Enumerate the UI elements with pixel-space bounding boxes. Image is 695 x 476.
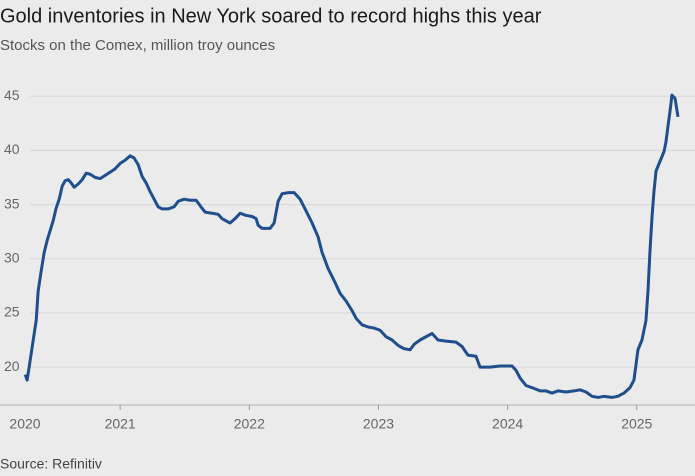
y-tick-label: 45 — [4, 87, 20, 103]
y-tick-label: 40 — [4, 141, 20, 157]
x-tick-label: 2023 — [363, 416, 394, 432]
x-tick-label: 2022 — [234, 416, 265, 432]
y-tick-label: 25 — [4, 304, 20, 320]
chart-title: Gold inventories in New York soared to r… — [0, 5, 542, 27]
x-tick-label: 2024 — [492, 416, 523, 432]
chart-subtitle: Stocks on the Comex, million troy ounces — [0, 37, 275, 54]
x-tick-label: 2020 — [9, 416, 40, 432]
source: Source: Refinitiv — [0, 456, 102, 472]
y-tick-label: 20 — [4, 358, 20, 374]
y-tick-label: 30 — [4, 249, 20, 265]
x-tick-label: 2021 — [105, 416, 136, 432]
y-tick-label: 35 — [4, 195, 20, 211]
x-tick-label: 2025 — [621, 416, 652, 432]
data-line — [23, 93, 680, 399]
